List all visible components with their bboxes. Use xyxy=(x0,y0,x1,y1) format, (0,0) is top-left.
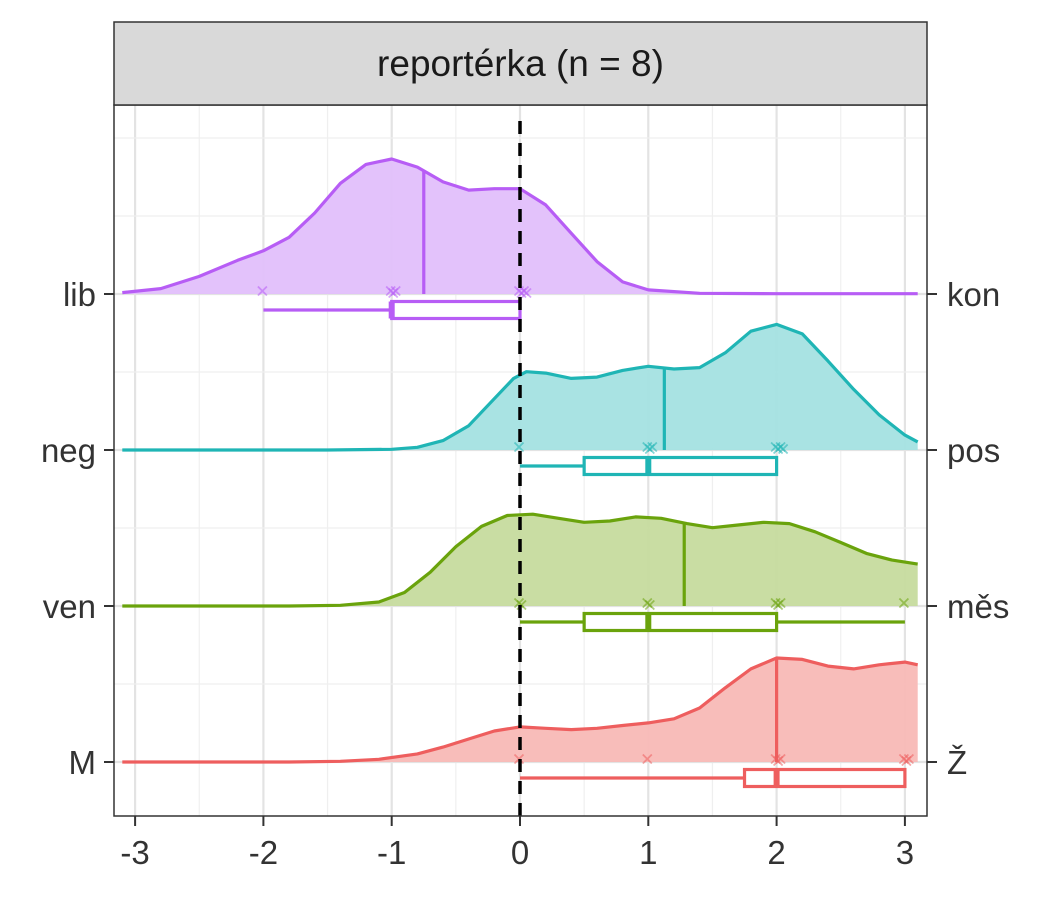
x-tick-label: -3 xyxy=(120,834,149,871)
density-line xyxy=(122,512,918,608)
density-line xyxy=(122,322,919,452)
density-area xyxy=(122,514,918,606)
box-iqr xyxy=(742,767,907,789)
axes: -3 -2 -1 0 1 2 3 lib kon neg pos ven měs M Ž xyxy=(41,276,1009,871)
data-point xyxy=(903,753,915,765)
x-tick-label: -2 xyxy=(249,834,278,871)
y-left-tick-label: lib xyxy=(63,276,96,313)
series-ven xyxy=(122,512,918,633)
series-M xyxy=(122,656,919,789)
y-right-tick-label: měs xyxy=(947,588,1009,625)
x-tick-label: -1 xyxy=(377,834,406,871)
data-point xyxy=(521,287,532,299)
y-left-tick-label: neg xyxy=(41,432,96,469)
data-point xyxy=(257,285,268,297)
density-line xyxy=(122,656,919,764)
y-left-tick-label: M xyxy=(69,744,97,781)
box-iqr xyxy=(582,455,779,477)
box-iqr xyxy=(390,299,522,321)
data-point xyxy=(513,441,525,453)
facet-strip: reportérka (n = 8) xyxy=(113,21,928,106)
y-left-tick-label: ven xyxy=(43,588,96,625)
data-point xyxy=(644,599,655,611)
series-layer xyxy=(122,157,919,789)
x-tick-label: 3 xyxy=(896,834,914,871)
density-line xyxy=(122,157,918,296)
density-area xyxy=(122,658,918,762)
data-point xyxy=(775,753,786,765)
x-tick-label: 0 xyxy=(511,834,529,871)
x-tick-label: 1 xyxy=(639,834,657,871)
data-point xyxy=(390,285,401,297)
x-tick-label: 2 xyxy=(767,834,785,871)
data-point xyxy=(775,597,786,609)
box-iqr xyxy=(582,611,779,633)
data-point xyxy=(777,443,789,455)
y-right-tick-label: kon xyxy=(947,276,1000,313)
data-point xyxy=(647,441,658,453)
data-point xyxy=(898,597,910,609)
data-point xyxy=(642,753,653,765)
facet-title: reportérka (n = 8) xyxy=(377,43,664,84)
density-area xyxy=(122,159,918,294)
facet-strip-box xyxy=(113,21,928,106)
y-right-tick-label: pos xyxy=(947,432,1000,469)
y-right-tick-label: Ž xyxy=(947,744,967,781)
